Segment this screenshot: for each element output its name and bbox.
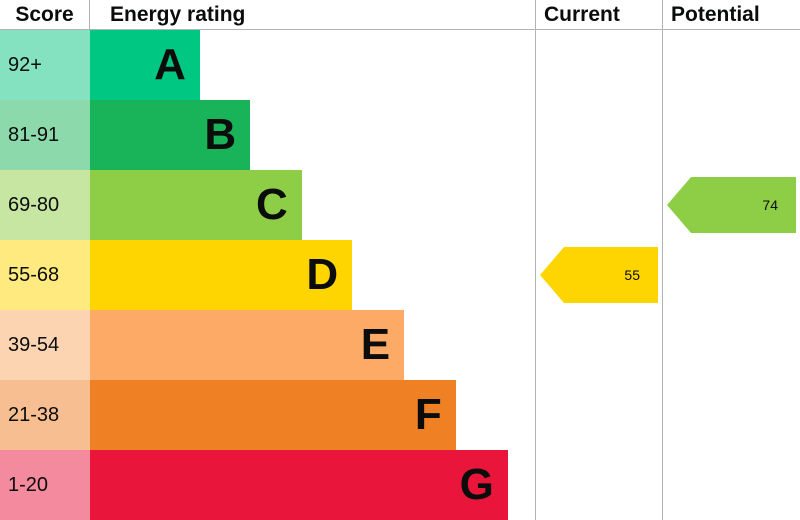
bar-area: C <box>90 170 535 240</box>
band-row: 39-54 E <box>0 310 800 380</box>
band-score: 81-91 <box>0 100 90 170</box>
current-cell <box>535 380 662 450</box>
band-score: 21-38 <box>0 380 90 450</box>
band-row: 92+ A <box>0 30 800 100</box>
band-row: 69-80 C 74 <box>0 170 800 240</box>
current-cell <box>535 100 662 170</box>
header-potential: Potential <box>662 0 800 29</box>
current-cell <box>535 450 662 520</box>
current-cell: 55 <box>535 240 662 310</box>
band-bar: B <box>90 100 251 170</box>
header-current: Current <box>535 0 662 29</box>
bar-area: D <box>90 240 535 310</box>
bar-area: E <box>90 310 535 380</box>
band-bar: C <box>90 170 302 240</box>
current-value: 55 <box>624 267 640 283</box>
band-bar: E <box>90 310 405 380</box>
band-score: 69-80 <box>0 170 90 240</box>
header-energy-rating: Energy rating <box>110 2 246 26</box>
band-score: 39-54 <box>0 310 90 380</box>
header-row: Score Energy rating Current Potential <box>0 0 800 30</box>
current-cell <box>535 30 662 100</box>
potential-cell: 74 <box>662 170 800 240</box>
band-bar: G <box>90 450 508 520</box>
band-letter: F <box>414 390 442 439</box>
potential-cell <box>662 240 800 310</box>
header-score: Score <box>0 0 90 29</box>
band-bar: F <box>90 380 456 450</box>
band-letter: B <box>204 110 237 159</box>
current-cell <box>535 310 662 380</box>
band-bar: A <box>90 30 200 100</box>
bar-area: G <box>90 450 535 520</box>
band-row: 1-20 G <box>0 450 800 520</box>
bar-area: B <box>90 100 535 170</box>
band-score: 1-20 <box>0 450 90 520</box>
potential-cell <box>662 450 800 520</box>
band-row: 21-38 F <box>0 380 800 450</box>
potential-cell <box>662 30 800 100</box>
band-row: 55-68 D 55 <box>0 240 800 310</box>
current-cell <box>535 170 662 240</box>
band-letter: A <box>154 40 186 89</box>
band-letter: D <box>306 250 339 299</box>
band-letter: C <box>256 180 288 229</box>
band-score: 92+ <box>0 30 90 100</box>
band-score: 55-68 <box>0 240 90 310</box>
band-letter: G <box>459 460 494 509</box>
potential-cell <box>662 100 800 170</box>
bar-area: A <box>90 30 535 100</box>
potential-arrow: 74 <box>667 177 796 233</box>
band-bar: D <box>90 240 353 310</box>
bar-area: F <box>90 380 535 450</box>
current-arrow: 55 <box>540 247 658 303</box>
potential-cell <box>662 310 800 380</box>
band-row: 81-91 B <box>0 100 800 170</box>
potential-value: 74 <box>762 197 778 213</box>
potential-cell <box>662 380 800 450</box>
band-letter: E <box>360 320 391 369</box>
